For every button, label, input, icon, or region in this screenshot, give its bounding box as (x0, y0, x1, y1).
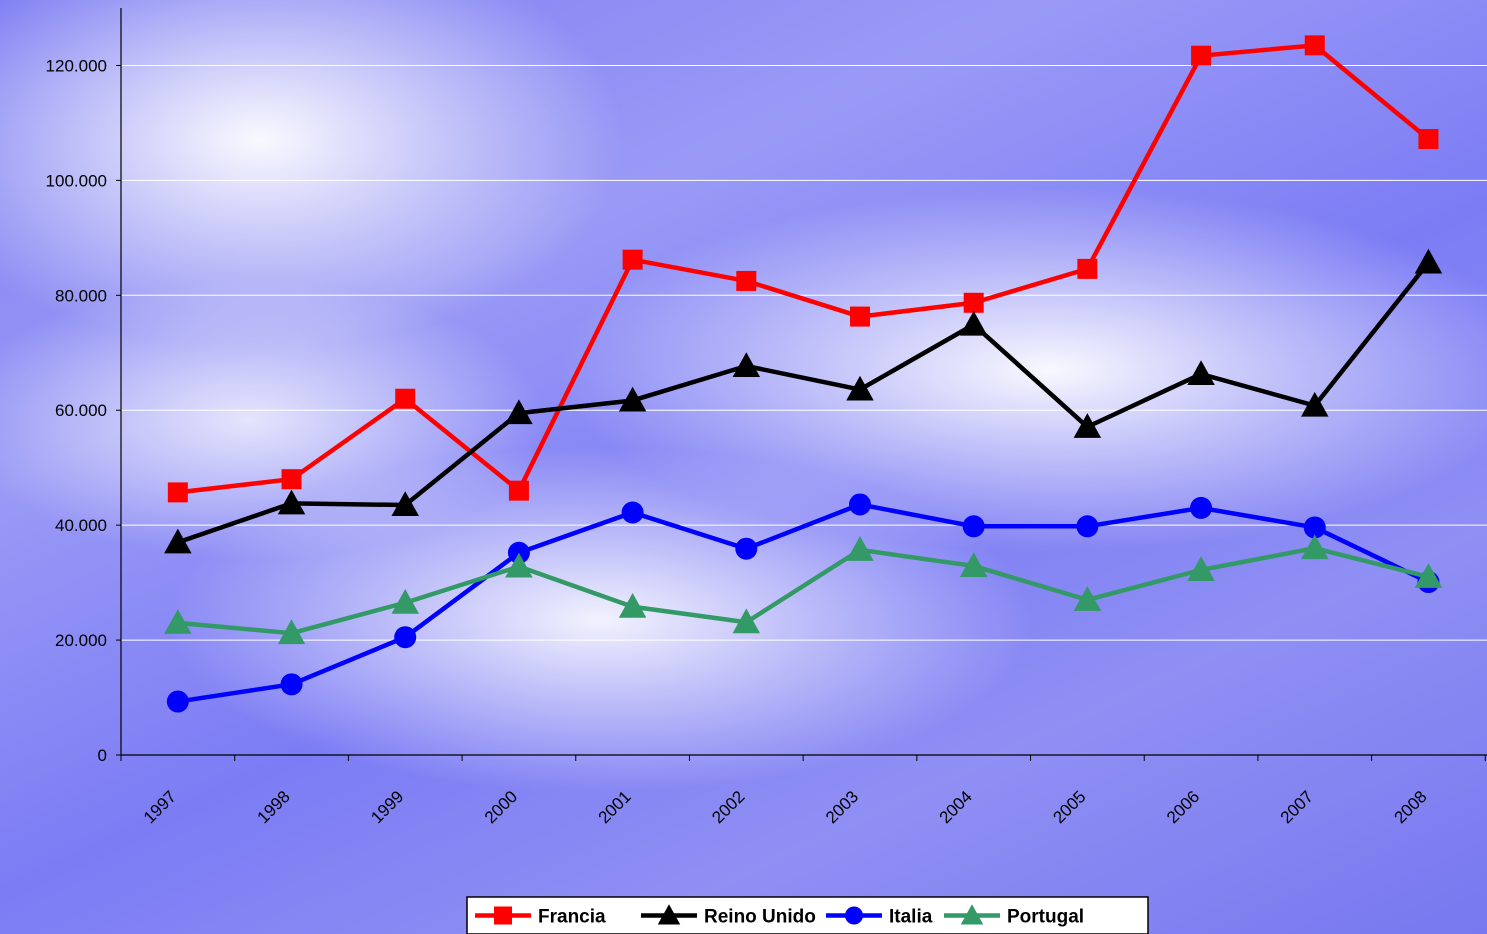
data-point-marker (1191, 45, 1212, 66)
data-point-marker (391, 491, 419, 517)
data-point-marker (732, 608, 761, 634)
data-point-marker (960, 904, 984, 925)
data-point-marker (1190, 496, 1213, 519)
data-point-marker (657, 904, 681, 925)
x-tick-label: 2003 (822, 787, 862, 827)
data-point-marker (959, 310, 988, 336)
x-tick-label: 1999 (367, 787, 407, 827)
data-point-marker (507, 541, 530, 564)
data-point-marker (621, 501, 644, 524)
data-point-marker (846, 375, 874, 401)
data-point-marker (494, 906, 512, 925)
data-point-marker (735, 537, 758, 560)
data-point-marker (963, 292, 984, 313)
legend-item: Reino Unido (641, 904, 816, 928)
x-tick-label: 2007 (1277, 787, 1317, 827)
data-point-marker (1073, 586, 1102, 611)
legend: Francia Reino Unido Italia Portugal (466, 896, 1149, 934)
data-point-marker (508, 480, 529, 501)
y-tick-label: 20.000 (55, 631, 107, 650)
data-point-marker (1301, 391, 1329, 417)
series-portugal (164, 534, 1443, 645)
series-lines (164, 35, 1443, 713)
x-tick-label: 2008 (1390, 787, 1430, 827)
series-line (177, 261, 1431, 545)
data-point-marker (962, 515, 985, 538)
data-point-marker (505, 552, 533, 578)
legend-item: Francia (475, 906, 606, 928)
data-point-marker (1076, 515, 1099, 538)
y-tick-label: 0 (98, 746, 107, 765)
data-point-marker (166, 690, 189, 713)
data-point-marker (391, 588, 419, 614)
data-point-marker (280, 673, 303, 696)
data-point-marker (1414, 248, 1443, 274)
data-point-marker (1303, 516, 1326, 539)
data-point-marker (1304, 35, 1325, 56)
data-point-marker (736, 270, 757, 291)
legend-label: Reino Unido (704, 907, 816, 928)
data-point-marker (164, 528, 192, 554)
series-francia (167, 35, 1439, 503)
x-tick-label: 2002 (708, 787, 748, 827)
y-tick-label: 120.000 (46, 56, 107, 75)
series-line (177, 502, 1430, 704)
y-tick-label: 40.000 (55, 516, 107, 535)
data-point-marker (1077, 258, 1098, 279)
data-point-marker (394, 626, 417, 649)
legend-label: Portugal (1007, 907, 1084, 928)
axes: 0 20.000 40.000 60.000 80.000 100.000 120.000 1… (46, 8, 1487, 827)
data-point-marker (1073, 413, 1102, 438)
series-reino-unido (164, 248, 1443, 554)
data-point-marker (845, 906, 863, 925)
data-point-marker (395, 388, 416, 409)
data-point-marker (1187, 360, 1215, 386)
legend-item: Portugal (944, 904, 1084, 928)
series-line (177, 545, 1430, 636)
data-point-marker (164, 609, 192, 634)
data-point-marker (1418, 129, 1439, 150)
x-tick-label: 2005 (1049, 787, 1089, 827)
y-tick-label: 80.000 (55, 286, 107, 305)
data-point-marker (618, 386, 647, 412)
legend-box (466, 896, 1149, 934)
series-line (177, 43, 1430, 495)
series-italia (166, 493, 1440, 713)
data-point-marker (277, 489, 306, 515)
x-tick-label: 1998 (254, 787, 294, 827)
x-tick-label: 2006 (1163, 787, 1203, 827)
legend-item: Italia (826, 906, 933, 928)
data-point-marker (1187, 556, 1215, 581)
data-point-marker (959, 552, 988, 577)
data-point-marker (281, 469, 302, 490)
x-tick-label: 1997 (140, 787, 180, 827)
data-point-marker (622, 249, 643, 270)
legend-label: Francia (538, 907, 606, 928)
data-point-marker (848, 493, 871, 516)
data-point-marker (277, 619, 306, 645)
legend-label: Italia (889, 907, 933, 928)
x-tick-label: 2004 (936, 787, 976, 827)
data-point-marker (505, 399, 533, 425)
data-point-marker (167, 482, 188, 503)
x-tick-label: 2001 (595, 787, 635, 827)
data-point-marker (618, 592, 647, 618)
x-tick-label: 2000 (481, 787, 521, 827)
y-tick-label: 100.000 (46, 171, 107, 190)
y-tick-label: 60.000 (55, 401, 107, 420)
data-point-marker (1414, 563, 1443, 588)
data-point-marker (846, 536, 874, 561)
data-point-marker (1301, 534, 1329, 560)
gridlines (121, 64, 1487, 641)
data-point-marker (732, 352, 761, 377)
data-point-marker (849, 306, 870, 327)
